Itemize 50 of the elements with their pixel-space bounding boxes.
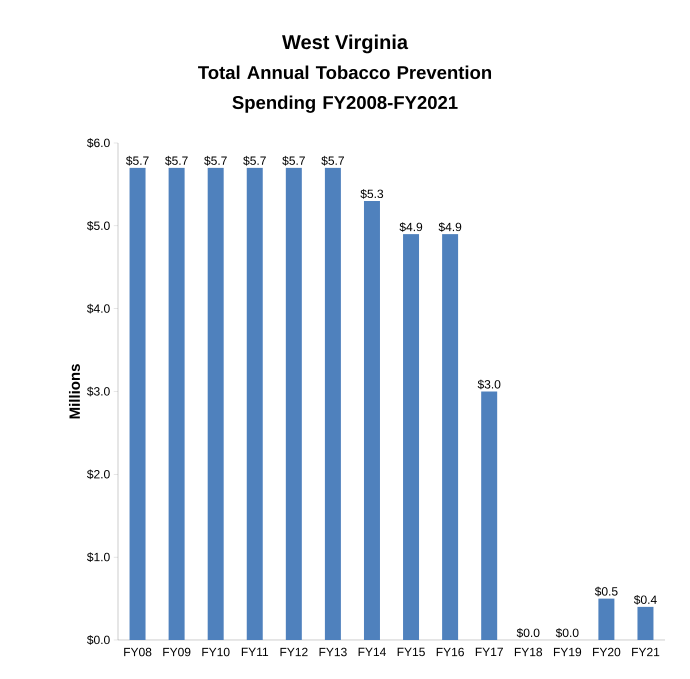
y-tick-label: $3.0: [86, 386, 110, 396]
bar: [481, 391, 498, 640]
data-label: $4.9: [438, 222, 462, 232]
bar: [168, 168, 185, 640]
bar: [130, 168, 146, 640]
y-tick-label: $4.0: [86, 304, 110, 314]
bar: [246, 168, 263, 640]
y-tick-label: $6.0: [86, 138, 110, 148]
data-label: $4.9: [399, 222, 422, 232]
x-tick-label: FY16: [436, 648, 464, 656]
data-label: $3.0: [478, 380, 500, 390]
x-tick-label: FY10: [202, 648, 230, 656]
data-label: $5.3: [360, 189, 384, 199]
data-label: $5.7: [165, 156, 188, 166]
data-label: $0.5: [594, 586, 618, 596]
data-label: $5.7: [243, 156, 266, 166]
data-label: $0.0: [556, 628, 579, 638]
x-tick-label: FY09: [163, 648, 190, 656]
bar: [403, 234, 420, 640]
x-tick-label: FY14: [358, 648, 386, 656]
y-tick-label: $5.0: [86, 220, 110, 231]
data-label: $5.7: [126, 156, 149, 166]
x-tick-label: FY21: [632, 648, 660, 656]
x-tick-label: FY15: [398, 648, 425, 656]
data-label: $0.4: [634, 594, 657, 605]
bar: [286, 168, 302, 640]
data-label: $5.7: [321, 156, 344, 166]
chart-subtitle: Total Annual Tobacco Prevention Spending FY2008-FY2021: [198, 66, 492, 113]
x-tick-label: FY11: [242, 648, 268, 656]
bar: [364, 200, 380, 640]
x-tick-label: FY20: [593, 648, 620, 656]
data-label: $5.7: [204, 156, 227, 166]
data-label: $5.7: [282, 156, 305, 166]
x-tick-label: FY18: [514, 648, 542, 656]
y-tick-label: $0.0: [86, 635, 110, 645]
x-tick-label: FY08: [124, 648, 152, 656]
bar: [637, 606, 654, 640]
x-tick-label: FY17: [476, 648, 503, 656]
bar: [208, 168, 224, 640]
bar: [442, 234, 458, 640]
bar: [598, 598, 614, 640]
chart-title: West Virginia: [282, 34, 408, 54]
y-tick-label: $2.0: [86, 469, 110, 480]
data-label: $0.0: [516, 628, 540, 638]
x-tick-label: FY19: [554, 648, 582, 656]
y-axis-title: Millions: [68, 364, 80, 418]
x-tick-label: FY12: [280, 648, 308, 656]
y-tick-label: $1.0: [86, 552, 110, 562]
x-tick-label: FY13: [320, 648, 347, 656]
bar: [324, 168, 341, 640]
